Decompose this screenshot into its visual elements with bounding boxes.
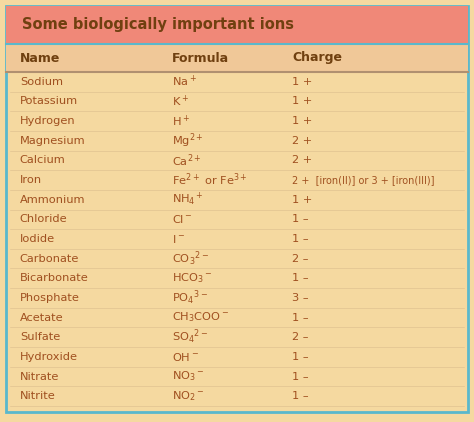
- Text: 1 –: 1 –: [292, 234, 309, 244]
- Text: Name: Name: [20, 51, 60, 65]
- Text: Na$^+$: Na$^+$: [173, 74, 197, 89]
- Text: Charge: Charge: [292, 51, 342, 65]
- Text: Potassium: Potassium: [20, 97, 78, 106]
- Text: Carbonate: Carbonate: [20, 254, 79, 264]
- Text: 2 +: 2 +: [292, 155, 312, 165]
- Text: Some biologically important ions: Some biologically important ions: [22, 17, 294, 32]
- Text: Formula: Formula: [173, 51, 229, 65]
- Text: 1 –: 1 –: [292, 313, 309, 322]
- Text: Iron: Iron: [20, 175, 42, 185]
- Text: Magnesium: Magnesium: [20, 136, 85, 146]
- Text: 2 –: 2 –: [292, 332, 309, 342]
- Text: 1 –: 1 –: [292, 371, 309, 381]
- Text: Bicarbonate: Bicarbonate: [20, 273, 89, 283]
- Text: Hydrogen: Hydrogen: [20, 116, 75, 126]
- Text: 1 –: 1 –: [292, 391, 309, 401]
- Bar: [6, 6, 468, 44]
- Text: K$^+$: K$^+$: [173, 94, 189, 109]
- Text: 2 –: 2 –: [292, 254, 309, 264]
- Text: 3 –: 3 –: [292, 293, 309, 303]
- Text: 1 –: 1 –: [292, 352, 309, 362]
- Text: Chloride: Chloride: [20, 214, 67, 225]
- Text: Sodium: Sodium: [20, 77, 63, 87]
- Text: Iodide: Iodide: [20, 234, 55, 244]
- Text: 1 +: 1 +: [292, 77, 313, 87]
- Text: Ca$^{2+}$: Ca$^{2+}$: [173, 152, 202, 169]
- Text: PO$_4$$^{3-}$: PO$_4$$^{3-}$: [173, 289, 208, 307]
- Text: CO$_3$$^{2-}$: CO$_3$$^{2-}$: [173, 249, 210, 268]
- Text: SO$_4$$^{2-}$: SO$_4$$^{2-}$: [173, 328, 209, 346]
- Text: 1 –: 1 –: [292, 214, 309, 225]
- Text: NO$_2$$^-$: NO$_2$$^-$: [173, 389, 205, 403]
- Text: Hydroxide: Hydroxide: [20, 352, 78, 362]
- Bar: [6, 44, 468, 72]
- Text: Sulfate: Sulfate: [20, 332, 60, 342]
- Text: 1 +: 1 +: [292, 116, 313, 126]
- Text: HCO$_3$$^-$: HCO$_3$$^-$: [173, 271, 213, 285]
- Text: Ammonium: Ammonium: [20, 195, 85, 205]
- Text: 2 +: 2 +: [292, 136, 312, 146]
- Text: Phosphate: Phosphate: [20, 293, 80, 303]
- Text: Acetate: Acetate: [20, 313, 64, 322]
- Text: 1 +: 1 +: [292, 195, 313, 205]
- Text: 1 +: 1 +: [292, 97, 313, 106]
- Text: Mg$^{2+}$: Mg$^{2+}$: [173, 132, 204, 150]
- Text: Cl$^-$: Cl$^-$: [173, 214, 193, 225]
- Text: CH$_3$COO$^-$: CH$_3$COO$^-$: [173, 311, 230, 325]
- Text: NH$_4$$^+$: NH$_4$$^+$: [173, 191, 204, 208]
- Text: 1 –: 1 –: [292, 273, 309, 283]
- Text: Nitrite: Nitrite: [20, 391, 55, 401]
- Text: H$^+$: H$^+$: [173, 114, 191, 129]
- Text: Nitrate: Nitrate: [20, 371, 59, 381]
- Text: NO$_3$$^-$: NO$_3$$^-$: [173, 370, 205, 384]
- Text: Fe$^{2+}$ or Fe$^{3+}$: Fe$^{2+}$ or Fe$^{3+}$: [173, 172, 248, 188]
- Text: OH$^-$: OH$^-$: [173, 351, 200, 363]
- Text: I$^-$: I$^-$: [173, 233, 185, 245]
- Text: Calcium: Calcium: [20, 155, 65, 165]
- Text: 2 +  [iron(II)] or 3 + [iron(III)]: 2 + [iron(II)] or 3 + [iron(III)]: [292, 175, 435, 185]
